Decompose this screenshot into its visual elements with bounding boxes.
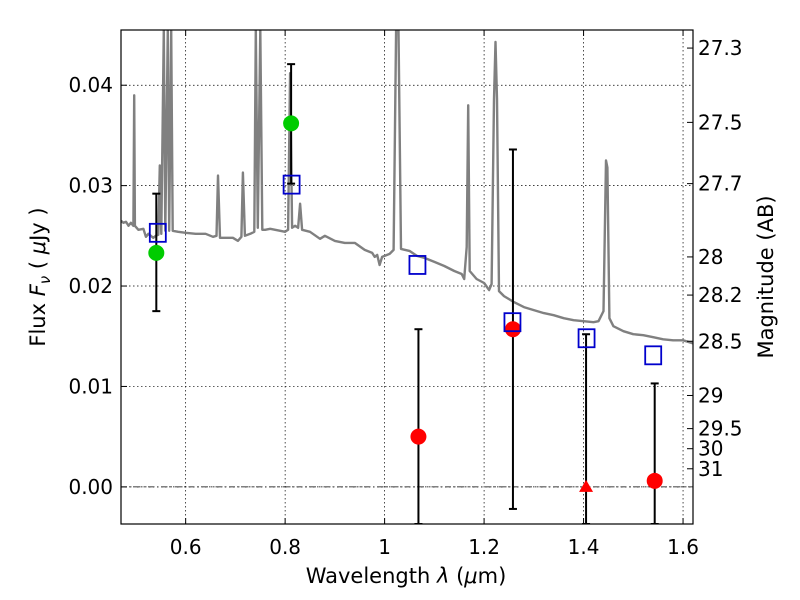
x-tick-label: 0.8 — [269, 535, 301, 559]
y-tick-label: 0.01 — [68, 374, 113, 398]
magnitude-tick-label: 30 — [698, 437, 723, 461]
magnitude-axis-label: Magnitude (AB) — [754, 195, 778, 358]
model-square-marker — [282, 174, 301, 195]
photometry-point — [283, 115, 300, 132]
magnitude-tick-label: 29.5 — [698, 417, 743, 441]
model-square-marker — [577, 328, 596, 349]
model-square-marker — [408, 255, 427, 275]
x-tick-label: 1.6 — [667, 535, 699, 559]
magnitude-tick-label: 28.2 — [698, 283, 743, 307]
x-tick-label: 0.6 — [170, 535, 202, 559]
y-tick-label: 0.03 — [68, 174, 113, 198]
upper-limit-marker — [579, 479, 594, 492]
model-square-marker — [503, 312, 522, 333]
y-tick-label: 0.02 — [68, 274, 113, 298]
x-tick-label: 1.2 — [468, 535, 500, 559]
photometry-point — [148, 244, 165, 261]
x-tick-label: 1.4 — [568, 535, 600, 559]
y-tick-label: 0.04 — [68, 73, 113, 97]
photometry-point — [504, 321, 521, 338]
magnitude-tick-label: 27.3 — [698, 36, 743, 60]
magnitude-tick-label: 28.5 — [698, 329, 743, 353]
magnitude-tick-label: 29 — [698, 383, 723, 407]
plot-frame — [120, 29, 694, 525]
model-square-marker — [644, 345, 663, 366]
grid — [121, 30, 693, 524]
magnitude-tick-label: 27.7 — [698, 172, 743, 196]
magnitude-tick-label: 31 — [698, 457, 723, 481]
magnitude-tick-label: 27.5 — [698, 110, 743, 134]
spectrum-line — [121, 30, 693, 345]
model-square-marker — [148, 222, 167, 243]
magnitude-tick-label: 28 — [698, 245, 723, 269]
axis-ticks: 0.6 0.8 1 1.2 1.4 1.6 0.00 0.01 0.02 0.03 0.04 27.3… — [68, 30, 743, 559]
plot-data — [121, 30, 693, 524]
x-tick-label: 1 — [378, 535, 391, 559]
y-axis-label: Flux Fν ( μJy ) — [26, 207, 54, 346]
photometry-point — [646, 472, 663, 489]
y-tick-label: 0.00 — [68, 475, 113, 499]
photometry-point — [410, 428, 427, 445]
x-axis-label: Wavelength λ (μm) — [306, 564, 507, 588]
